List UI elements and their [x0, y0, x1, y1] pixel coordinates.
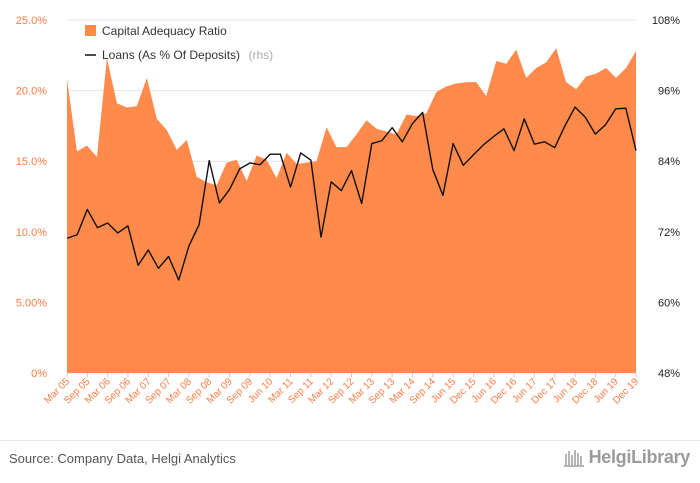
y-left-tick-label: 5.00% — [16, 297, 47, 309]
y-left-tick-label: 20.0% — [16, 86, 47, 98]
helgi-library-logo[interactable]: HelgiLibrary — [563, 447, 690, 468]
source-note: Source: Company Data, Helgi Analytics — [9, 451, 236, 466]
logo-text: HelgiLibrary — [588, 447, 691, 467]
y-left-tick-label: 0% — [31, 368, 47, 380]
library-icon — [563, 449, 584, 467]
legend: Capital Adequacy Ratio Loans (As % Of De… — [85, 24, 273, 63]
y-axis-right: 48% 60% 72% 84% 96% 108% — [652, 15, 680, 380]
chart: 0% 5.00% 10.0% 15.0% 20.0% 25.0% 48% 60% 72% 84%… — [16, 15, 680, 407]
footer: Source: Company Data, Helgi Analytics He… — [0, 440, 700, 483]
y-right-tick-label: 84% — [658, 156, 680, 168]
y-left-tick-label: 15.0% — [16, 156, 47, 168]
legend-label-loans-text: Loans (As % Of Deposits) — [102, 48, 240, 62]
y-right-tick-label: 48% — [658, 368, 680, 380]
y-axis-left: 0% 5.00% 10.0% 15.0% 20.0% 25.0% — [16, 15, 47, 380]
y-right-tick-label: 60% — [658, 297, 680, 309]
series-capital-adequacy-area — [67, 48, 636, 374]
series-loans-line — [66, 106, 637, 281]
y-right-tick-label: 96% — [658, 86, 680, 98]
y-right-tick-label: 72% — [658, 227, 680, 239]
legend-label-loans: Loans (As % Of Deposits) (rhs) — [102, 46, 273, 63]
y-left-tick-label: 10.0% — [16, 227, 47, 239]
legend-label-capital-adequacy: Capital Adequacy Ratio — [102, 24, 227, 38]
legend-label-loans-unit: (rhs) — [249, 48, 274, 62]
legend-swatch-capital-adequacy — [85, 25, 96, 36]
y-left-tick-label: 25.0% — [16, 15, 47, 27]
y-right-tick-label: 108% — [652, 15, 680, 27]
